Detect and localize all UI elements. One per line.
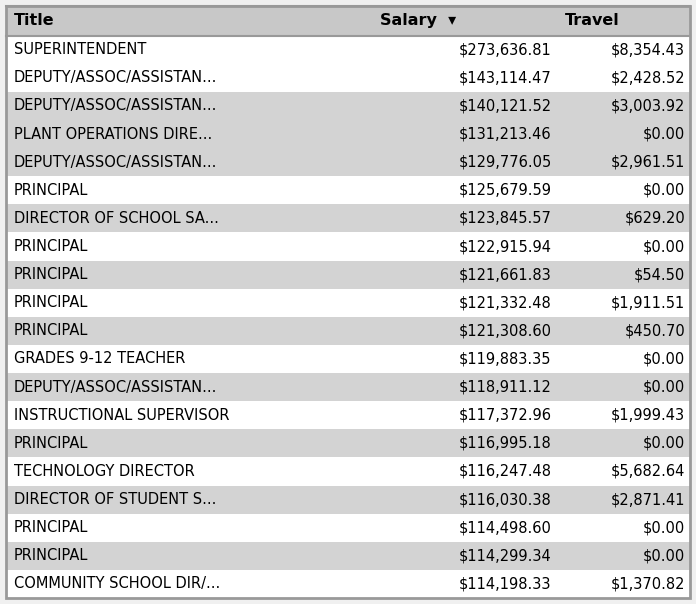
Bar [6, 429, 690, 457]
Text: Salary  ▾: Salary ▾ [380, 13, 456, 28]
Text: $8,354.43: $8,354.43 [611, 42, 685, 57]
Text: PRINCIPAL: PRINCIPAL [14, 548, 88, 564]
Text: Travel: Travel [564, 13, 619, 28]
Text: DEPUTY/ASSOC/ASSISTAN...: DEPUTY/ASSOC/ASSISTAN... [14, 98, 217, 114]
Bar [6, 513, 690, 542]
Text: TECHNOLOGY DIRECTOR: TECHNOLOGY DIRECTOR [14, 464, 195, 479]
Text: DIRECTOR OF STUDENT S...: DIRECTOR OF STUDENT S... [14, 492, 216, 507]
Text: COMMUNITY SCHOOL DIR/...: COMMUNITY SCHOOL DIR/... [14, 576, 220, 591]
Text: $5,682.64: $5,682.64 [610, 464, 685, 479]
Text: SUPERINTENDENT: SUPERINTENDENT [14, 42, 146, 57]
Bar [6, 317, 690, 345]
Text: $2,961.51: $2,961.51 [610, 155, 685, 170]
Bar [6, 36, 690, 63]
Bar [6, 570, 690, 598]
Text: $140,121.52: $140,121.52 [459, 98, 552, 114]
Text: DEPUTY/ASSOC/ASSISTAN...: DEPUTY/ASSOC/ASSISTAN... [14, 155, 217, 170]
Bar [6, 92, 690, 120]
Bar [6, 401, 690, 429]
Text: DEPUTY/ASSOC/ASSISTAN...: DEPUTY/ASSOC/ASSISTAN... [14, 379, 217, 394]
Text: PRINCIPAL: PRINCIPAL [14, 239, 88, 254]
Bar [6, 373, 690, 401]
Text: $0.00: $0.00 [642, 239, 685, 254]
Text: $116,030.38: $116,030.38 [459, 492, 552, 507]
Text: PLANT OPERATIONS DIRE...: PLANT OPERATIONS DIRE... [14, 126, 212, 141]
Text: $2,428.52: $2,428.52 [610, 70, 685, 85]
Text: $116,995.18: $116,995.18 [459, 436, 552, 451]
Text: $0.00: $0.00 [642, 379, 685, 394]
Text: $123,845.57: $123,845.57 [459, 211, 552, 226]
Text: $131,213.46: $131,213.46 [459, 126, 552, 141]
Text: PRINCIPAL: PRINCIPAL [14, 295, 88, 310]
Text: $116,247.48: $116,247.48 [459, 464, 552, 479]
Text: PRINCIPAL: PRINCIPAL [14, 323, 88, 338]
Text: PRINCIPAL: PRINCIPAL [14, 267, 88, 282]
Text: DEPUTY/ASSOC/ASSISTAN...: DEPUTY/ASSOC/ASSISTAN... [14, 70, 217, 85]
Text: $0.00: $0.00 [642, 548, 685, 564]
Text: $125,679.59: $125,679.59 [459, 183, 552, 198]
Text: PRINCIPAL: PRINCIPAL [14, 183, 88, 198]
Bar [6, 63, 690, 92]
Text: $54.50: $54.50 [634, 267, 685, 282]
Text: DIRECTOR OF SCHOOL SA...: DIRECTOR OF SCHOOL SA... [14, 211, 219, 226]
Bar [6, 148, 690, 176]
Text: $114,498.60: $114,498.60 [459, 520, 552, 535]
Text: $129,776.05: $129,776.05 [459, 155, 552, 170]
Text: $0.00: $0.00 [642, 436, 685, 451]
Text: $119,883.35: $119,883.35 [459, 352, 552, 367]
Text: PRINCIPAL: PRINCIPAL [14, 520, 88, 535]
Text: $121,661.83: $121,661.83 [459, 267, 552, 282]
Text: $117,372.96: $117,372.96 [459, 408, 552, 423]
Bar [6, 6, 690, 36]
Text: $121,332.48: $121,332.48 [459, 295, 552, 310]
Text: $1,911.51: $1,911.51 [611, 295, 685, 310]
Bar [6, 289, 690, 317]
Text: $114,198.33: $114,198.33 [459, 576, 552, 591]
Text: $0.00: $0.00 [642, 183, 685, 198]
Text: Title: Title [14, 13, 54, 28]
Text: $3,003.92: $3,003.92 [610, 98, 685, 114]
Text: $118,911.12: $118,911.12 [459, 379, 552, 394]
Text: $273,636.81: $273,636.81 [459, 42, 552, 57]
Text: $450.70: $450.70 [624, 323, 685, 338]
Bar [6, 260, 690, 289]
Text: $114,299.34: $114,299.34 [459, 548, 552, 564]
Bar [6, 176, 690, 204]
Text: $0.00: $0.00 [642, 520, 685, 535]
Text: $0.00: $0.00 [642, 352, 685, 367]
Bar [6, 345, 690, 373]
Bar [6, 486, 690, 513]
Text: GRADES 9-12 TEACHER: GRADES 9-12 TEACHER [14, 352, 185, 367]
Text: $1,370.82: $1,370.82 [610, 576, 685, 591]
Bar [6, 542, 690, 570]
Bar [6, 457, 690, 486]
Bar [6, 204, 690, 233]
Bar [6, 233, 690, 260]
Text: PRINCIPAL: PRINCIPAL [14, 436, 88, 451]
Text: $0.00: $0.00 [642, 126, 685, 141]
Bar [6, 120, 690, 148]
Text: $122,915.94: $122,915.94 [459, 239, 552, 254]
Text: INSTRUCTIONAL SUPERVISOR: INSTRUCTIONAL SUPERVISOR [14, 408, 230, 423]
Text: $2,871.41: $2,871.41 [610, 492, 685, 507]
Text: $121,308.60: $121,308.60 [459, 323, 552, 338]
Text: $1,999.43: $1,999.43 [611, 408, 685, 423]
Text: $629.20: $629.20 [624, 211, 685, 226]
Text: $143,114.47: $143,114.47 [459, 70, 552, 85]
